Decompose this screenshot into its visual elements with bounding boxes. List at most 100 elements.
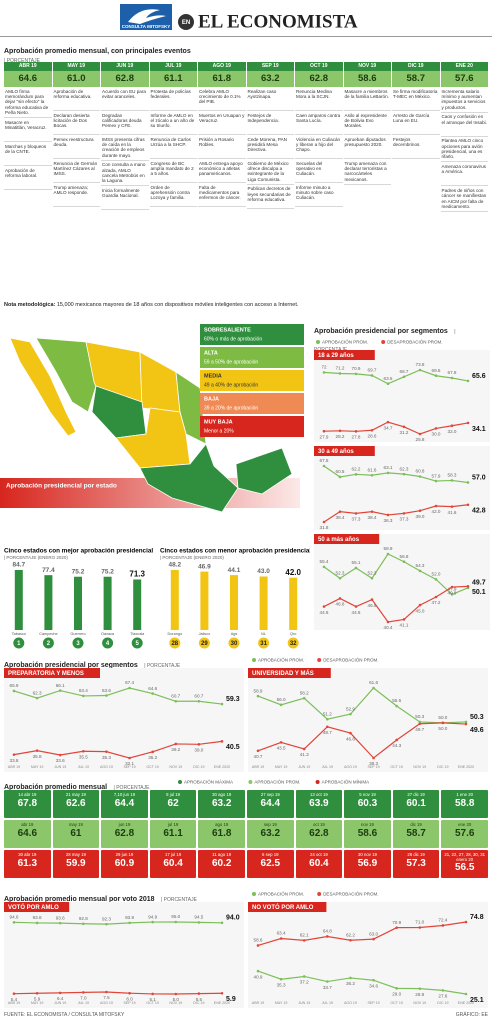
event: Celebra AMLO crecimiento de 0.1% del PIB… [198, 87, 246, 111]
logo-bird [128, 9, 166, 24]
x-tick-label: ENE 2020 [214, 1001, 230, 1005]
rank-badge [228, 637, 240, 649]
point [326, 980, 329, 983]
event: Informe de AMLO en el zócalo a un año de… [149, 111, 197, 135]
value-label: 60.5 [336, 469, 345, 474]
event: Inicia formalmente Guardia Nacional. [101, 186, 149, 211]
value-label: 50.0 [438, 715, 447, 720]
legend-marker [317, 892, 322, 896]
x-tick-label: JUL 19 [78, 1001, 89, 1005]
tile: 1 ene 20 58.8 [441, 790, 488, 818]
event: Aprobación de reforma laboral. [4, 166, 52, 191]
x-tick-label: OCT 19 [146, 1001, 159, 1005]
rank-label: 32 [290, 641, 297, 647]
value-label: 34.1 [472, 426, 486, 433]
point [464, 720, 468, 724]
x-tick-label: DIC 19 [193, 765, 204, 769]
tiles-subtitle: | PORCENTAJE [113, 785, 150, 791]
panel-title: VOTÓ POR AMLO [8, 903, 59, 911]
x-tick-label: NOV 19 [169, 1001, 182, 1005]
panel-bg [314, 534, 490, 630]
value-label: 54.3 [416, 563, 425, 568]
footer-source: FUENTE: EL ECONOMISTA / CONSULTA MITOFSK… [4, 1012, 125, 1018]
point [220, 991, 224, 995]
point [418, 432, 422, 436]
tile-value: 61.8 [211, 827, 232, 839]
tile: 7,10 jun 19 64.4 [101, 790, 148, 818]
point [35, 696, 39, 700]
point [418, 926, 422, 929]
month-header: MAY 19 [52, 62, 100, 71]
tile: jul 19 61.1 [149, 820, 197, 848]
category-label: Oaxaca [101, 632, 115, 636]
value-label: 59.3 [226, 696, 240, 703]
x-tick-label: JUL 19 [322, 1001, 333, 1005]
point [418, 368, 422, 372]
value-label: 6.0 [126, 996, 133, 1001]
x-tick-label: SEP 19 [123, 765, 135, 769]
point [128, 756, 131, 760]
point [464, 992, 468, 996]
point [256, 944, 260, 947]
value-label: 44.6 [320, 610, 329, 615]
x-tick-label: ABR 19 [252, 765, 264, 769]
point [402, 618, 406, 621]
x-tick-label: OCT 19 [146, 765, 159, 769]
section-subtitle: | PORCENTAJE [4, 58, 40, 64]
x-tick-label: JUN 19 [298, 765, 310, 769]
tile-date: nov 19 [361, 822, 374, 827]
month-header: SEP 19 [246, 62, 294, 71]
point [82, 694, 85, 698]
value-label: 77.4 [42, 567, 55, 574]
chart-panel: 18 a 29 años 72 71.2 70.9 69.7 63.5 68.7 73.8 69… [314, 350, 490, 442]
legend-swatch [200, 347, 304, 368]
event: Degradan calificadoras deuda Pemex y CFE… [101, 111, 149, 135]
panel-title-bg [4, 668, 100, 678]
tile: ene 20 57.6 [441, 820, 488, 848]
rank-badge [169, 637, 181, 649]
tile: jun 19 62.8 [101, 820, 148, 848]
point [418, 569, 422, 573]
x-tick-label: AGO 19 [100, 765, 113, 769]
point [370, 576, 374, 580]
value-label: 35.2 [148, 755, 157, 760]
point [302, 939, 306, 942]
point [326, 717, 329, 721]
point [464, 920, 468, 924]
event: Se firma modificatoria T-MEC en México. [392, 87, 440, 111]
category-label: NL [261, 632, 266, 636]
month-value: 57.6 [440, 71, 488, 87]
bar [170, 570, 179, 630]
tile: 30 abr 19 61.3 [4, 850, 51, 878]
event: Renuncia de Carlos Urzúa a la SHCP. [149, 135, 197, 159]
panel-title: PREPARATORIA Y MENOS [8, 671, 84, 677]
value-label: 62.3 [33, 690, 42, 695]
legend: APROBACIÓN PROM. DESAPROBACIÓN PROM. [252, 656, 378, 662]
point [220, 702, 224, 706]
chart-panel: 50 a más años 55.4 52.3 55.1 52.3 58.9 56.8 54.… [314, 534, 490, 630]
point [354, 512, 358, 515]
value-label: 42.8 [472, 508, 486, 515]
point [35, 991, 39, 995]
point [35, 921, 39, 925]
chart-panel: 30 a 49 años 67.5 60.5 62.2 61.6 63.1 62.3 60.8… [314, 446, 490, 530]
tile-date: ago 19 [215, 822, 229, 827]
point [370, 473, 374, 477]
point [322, 371, 326, 374]
x-tick-label: SEP 19 [367, 765, 379, 769]
point [441, 721, 445, 725]
value-label: 43.0 [257, 568, 270, 575]
point [279, 977, 283, 981]
point [386, 471, 390, 475]
tile: sep 19 63.2 [246, 820, 294, 848]
value-label: 40.5 [226, 744, 240, 751]
point [349, 712, 352, 716]
tile: 14 abr 19 67.8 [4, 790, 51, 818]
point [279, 741, 283, 744]
value-label: 60.8 [416, 469, 425, 474]
chart-title: Aprobación promedio mensual por voto 201… [4, 896, 155, 903]
bar [200, 571, 209, 630]
series-line [257, 921, 467, 947]
tile-date: 21 may 19 [65, 792, 86, 797]
value-label: 60.7 [171, 694, 180, 699]
